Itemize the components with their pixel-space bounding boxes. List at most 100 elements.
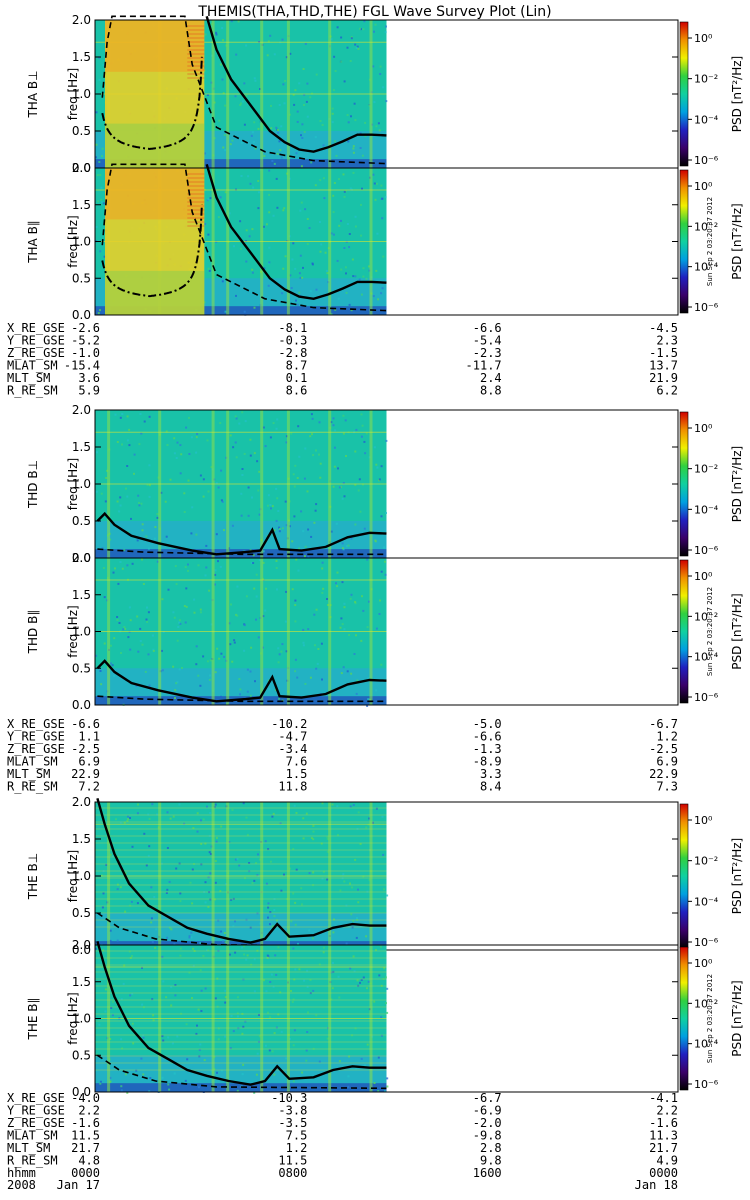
ephemeris-value: 7.5 [286,1129,308,1143]
ephemeris-label: Y_RE_GSE [7,1104,65,1118]
date-label: Jan 18 [635,1178,678,1192]
y-axis-label: freq [Hz] [66,68,80,120]
ephemeris-value: 0.1 [286,371,308,385]
oxygen-frequency-curve [97,548,387,556]
ephemeris-label: R_RE_SM [7,384,58,398]
ephemeris-value: -2.5 [649,742,678,756]
ephemeris-value: -3.5 [278,1116,307,1130]
probe-group-thd: 0.0 0.5 1.0 1.5 2.0 freq [Hz] THD B⊥ 10⁰ 10⁻² 10⁻… [26,403,744,712]
colorbar-tick-label: 10⁻² [694,463,718,476]
ephemeris-label: Z_RE_GSE [7,1116,65,1130]
ephemeris-value: 11.5 [71,1129,100,1143]
helium-frequency-curve [101,56,203,151]
ephemeris-value: -5.2 [71,334,100,348]
y-axis-label: freq [Hz] [66,605,80,657]
ephemeris-value: 6.9 [656,755,678,769]
y-tick-label: 1.5 [72,975,91,989]
ephemeris-label: MLAT_SM [7,755,58,769]
ephemeris-value: -9.8 [473,1129,502,1143]
ephemeris-value: -6.7 [473,1091,502,1105]
ephemeris-value: -2.3 [473,346,502,360]
ephemeris-value: -6.6 [473,730,502,744]
ephemeris-value: -4.5 [649,321,678,335]
time-tick-label: 1600 [473,1166,502,1180]
ephemeris-value: 8.6 [286,384,308,398]
y-tick-label: 1.0 [72,477,91,491]
colorbar-tick-label: 10⁻⁶ [694,301,719,314]
ephemeris-value: -8.1 [278,321,307,335]
spectrogram-noise [95,558,387,707]
ephemeris-label: X_RE_GSE [7,717,65,731]
component-label: THD B⊥ [26,460,40,509]
colorbar-tick-label: 10⁻⁴ [694,261,719,274]
ephemeris-value: 4.9 [656,1154,678,1168]
ephemeris-value: 2.3 [656,334,678,348]
component-label: THA B⊥ [26,70,40,118]
ephemeris-label: Y_RE_GSE [7,730,65,744]
y-axis-label: freq [Hz] [66,458,80,510]
ephemeris-value: -5.4 [473,334,502,348]
y-axis-label: freq [Hz] [66,850,80,902]
y-tick-label: 0.5 [72,514,91,528]
timestamp-stamp: Sun Sep 2 03:20:37 2012 [706,974,714,1063]
y-tick-label: 2.0 [72,403,91,417]
spectrogram-panel: 0.0 0.5 1.0 1.5 2.0 freq [Hz] THD B∥ 10⁰ 10⁻² 10⁻… [26,551,744,712]
ephemeris-value: 2.4 [480,371,502,385]
y-tick-label: 0.0 [72,698,91,712]
colorbar-label: PSD [nT²/Hz] [730,446,744,522]
ephemeris-label: X_RE_GSE [7,321,65,335]
ephemeris-value: -15.4 [64,359,100,373]
timestamp-stamp: Sun Sep 2 03:20:37 2012 [706,197,714,286]
ephemeris-value: -1.3 [473,742,502,756]
time-tick-label: 0800 [278,1166,307,1180]
spectrogram-panel: 0.0 0.5 1.0 1.5 2.0 freq [Hz] THE B∥ 10⁰ 10⁻² 10⁻… [26,938,744,1099]
colorbar [679,946,689,1091]
ephemeris-value: -10.2 [271,717,307,731]
colorbar [679,169,689,314]
ephemeris-value: -0.3 [278,334,307,348]
ephemeris-label: MLAT_SM [7,1129,58,1143]
ephemeris-label: MLT_SM [7,1141,50,1155]
ephemeris-value: -2.0 [473,1116,502,1130]
time-axis-label: hhmm [7,1166,36,1180]
colorbar [679,559,689,704]
ephemeris-value: -2.8 [278,346,307,360]
ephemeris-value: 13.7 [649,359,678,373]
y-tick-label: 1.5 [72,440,91,454]
y-tick-label: 2.0 [72,938,91,952]
ephemeris-value: 9.8 [480,1154,502,1168]
colorbar-tick-label: 10⁻² [694,997,718,1010]
spectrogram-panel: 0.0 0.5 1.0 1.5 2.0 freq [Hz] THE B⊥ 10⁰ 10⁻² 10⁻… [26,795,744,957]
cyclotron-frequency-curve [96,940,387,1086]
y-tick-label: 0.0 [72,551,91,565]
ephemeris-value: -5.0 [473,717,502,731]
ephemeris-value: 22.9 [649,767,678,781]
oxygen-frequency-curve [97,695,387,703]
wave-activity-low [105,123,205,168]
ephemeris-value: 22.9 [71,767,100,781]
colorbar [679,803,689,949]
ephemeris-value: -2.5 [71,742,100,756]
ephemeris-value: 21.9 [649,371,678,385]
ephemeris-label: R_RE_SM [7,780,58,794]
ephemeris-value: -6.9 [473,1104,502,1118]
ephemeris-value: -4.0 [71,1091,100,1105]
y-tick-label: 0.5 [72,124,91,138]
ephemeris-label: MLT_SM [7,371,50,385]
colorbar-tick-label: 10⁰ [694,32,713,45]
ephemeris-value: -6.6 [71,717,100,731]
lowest-frequency-band [95,159,387,168]
ephemeris-label: X_RE_GSE [7,1091,65,1105]
colorbar-tick-label: 10⁻⁶ [694,544,719,557]
y-tick-label: 2.0 [72,795,91,809]
ephemeris-value: 6.2 [656,384,678,398]
colorbar-tick-label: 10⁰ [694,180,713,193]
colorbar-tick-label: 10⁻⁴ [694,895,719,908]
y-tick-label: 1.5 [72,832,91,846]
probe-group-the: 0.0 0.5 1.0 1.5 2.0 freq [Hz] THE B⊥ 10⁰ 10⁻² 10⁻… [26,795,744,1099]
y-tick-label: 0.0 [72,1085,91,1099]
y-tick-label: 0.5 [72,661,91,675]
colorbar-tick-label: 10⁻⁴ [694,651,719,664]
y-tick-label: 1.5 [72,588,91,602]
